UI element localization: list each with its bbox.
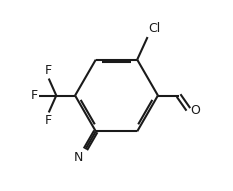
Text: N: N xyxy=(74,151,84,164)
Text: F: F xyxy=(31,89,38,102)
Text: F: F xyxy=(45,114,52,127)
Text: F: F xyxy=(45,64,52,77)
Text: Cl: Cl xyxy=(148,22,161,35)
Text: O: O xyxy=(190,104,200,117)
